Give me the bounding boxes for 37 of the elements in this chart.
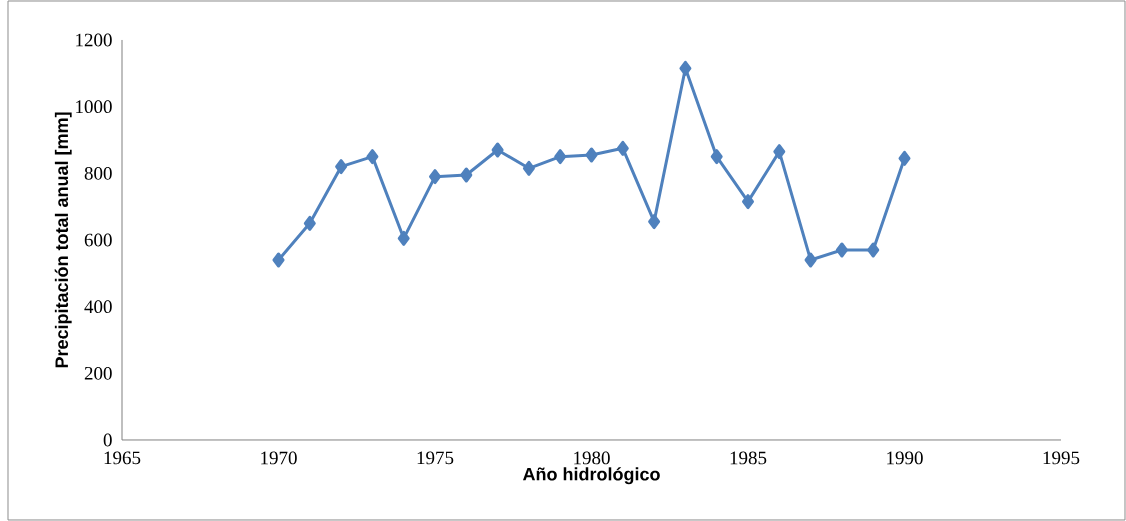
x-tick-label: 1990 [887, 451, 923, 465]
point [742, 194, 755, 210]
point [867, 242, 880, 258]
x-tick-label: 1985 [730, 451, 767, 465]
point [366, 149, 379, 165]
point [804, 252, 817, 268]
point [522, 160, 535, 176]
point [460, 167, 473, 183]
y-tick-label: 1000 [76, 100, 112, 114]
x-tick-label: 1975 [417, 451, 454, 465]
y-tick-label: 200 [84, 366, 112, 380]
x-axis-title: Año hidrológico [522, 467, 660, 485]
y-tick-label: 400 [84, 300, 112, 314]
point [773, 144, 786, 160]
y-tick-label: 1200 [76, 33, 112, 47]
point [303, 215, 316, 231]
point [648, 214, 661, 230]
point [491, 142, 504, 158]
point [616, 140, 629, 156]
point [679, 60, 692, 76]
point [397, 230, 410, 246]
y-tick-label: 600 [84, 233, 112, 247]
y-tick-label: 0 [103, 433, 112, 447]
point [272, 252, 285, 268]
point [554, 149, 567, 165]
point [898, 150, 911, 166]
x-tick-label: 1970 [261, 451, 297, 465]
x-tick-label: 1980 [574, 451, 610, 465]
y-axis-title: Precipitación total anual [mm] [54, 112, 72, 368]
point [710, 149, 723, 165]
x-tick-label: 1995 [1043, 451, 1080, 465]
point [429, 169, 442, 185]
point [585, 147, 598, 163]
point [835, 242, 848, 258]
x-tick-label: 1965 [104, 451, 141, 465]
point [335, 159, 348, 175]
y-tick-label: 800 [84, 166, 112, 180]
